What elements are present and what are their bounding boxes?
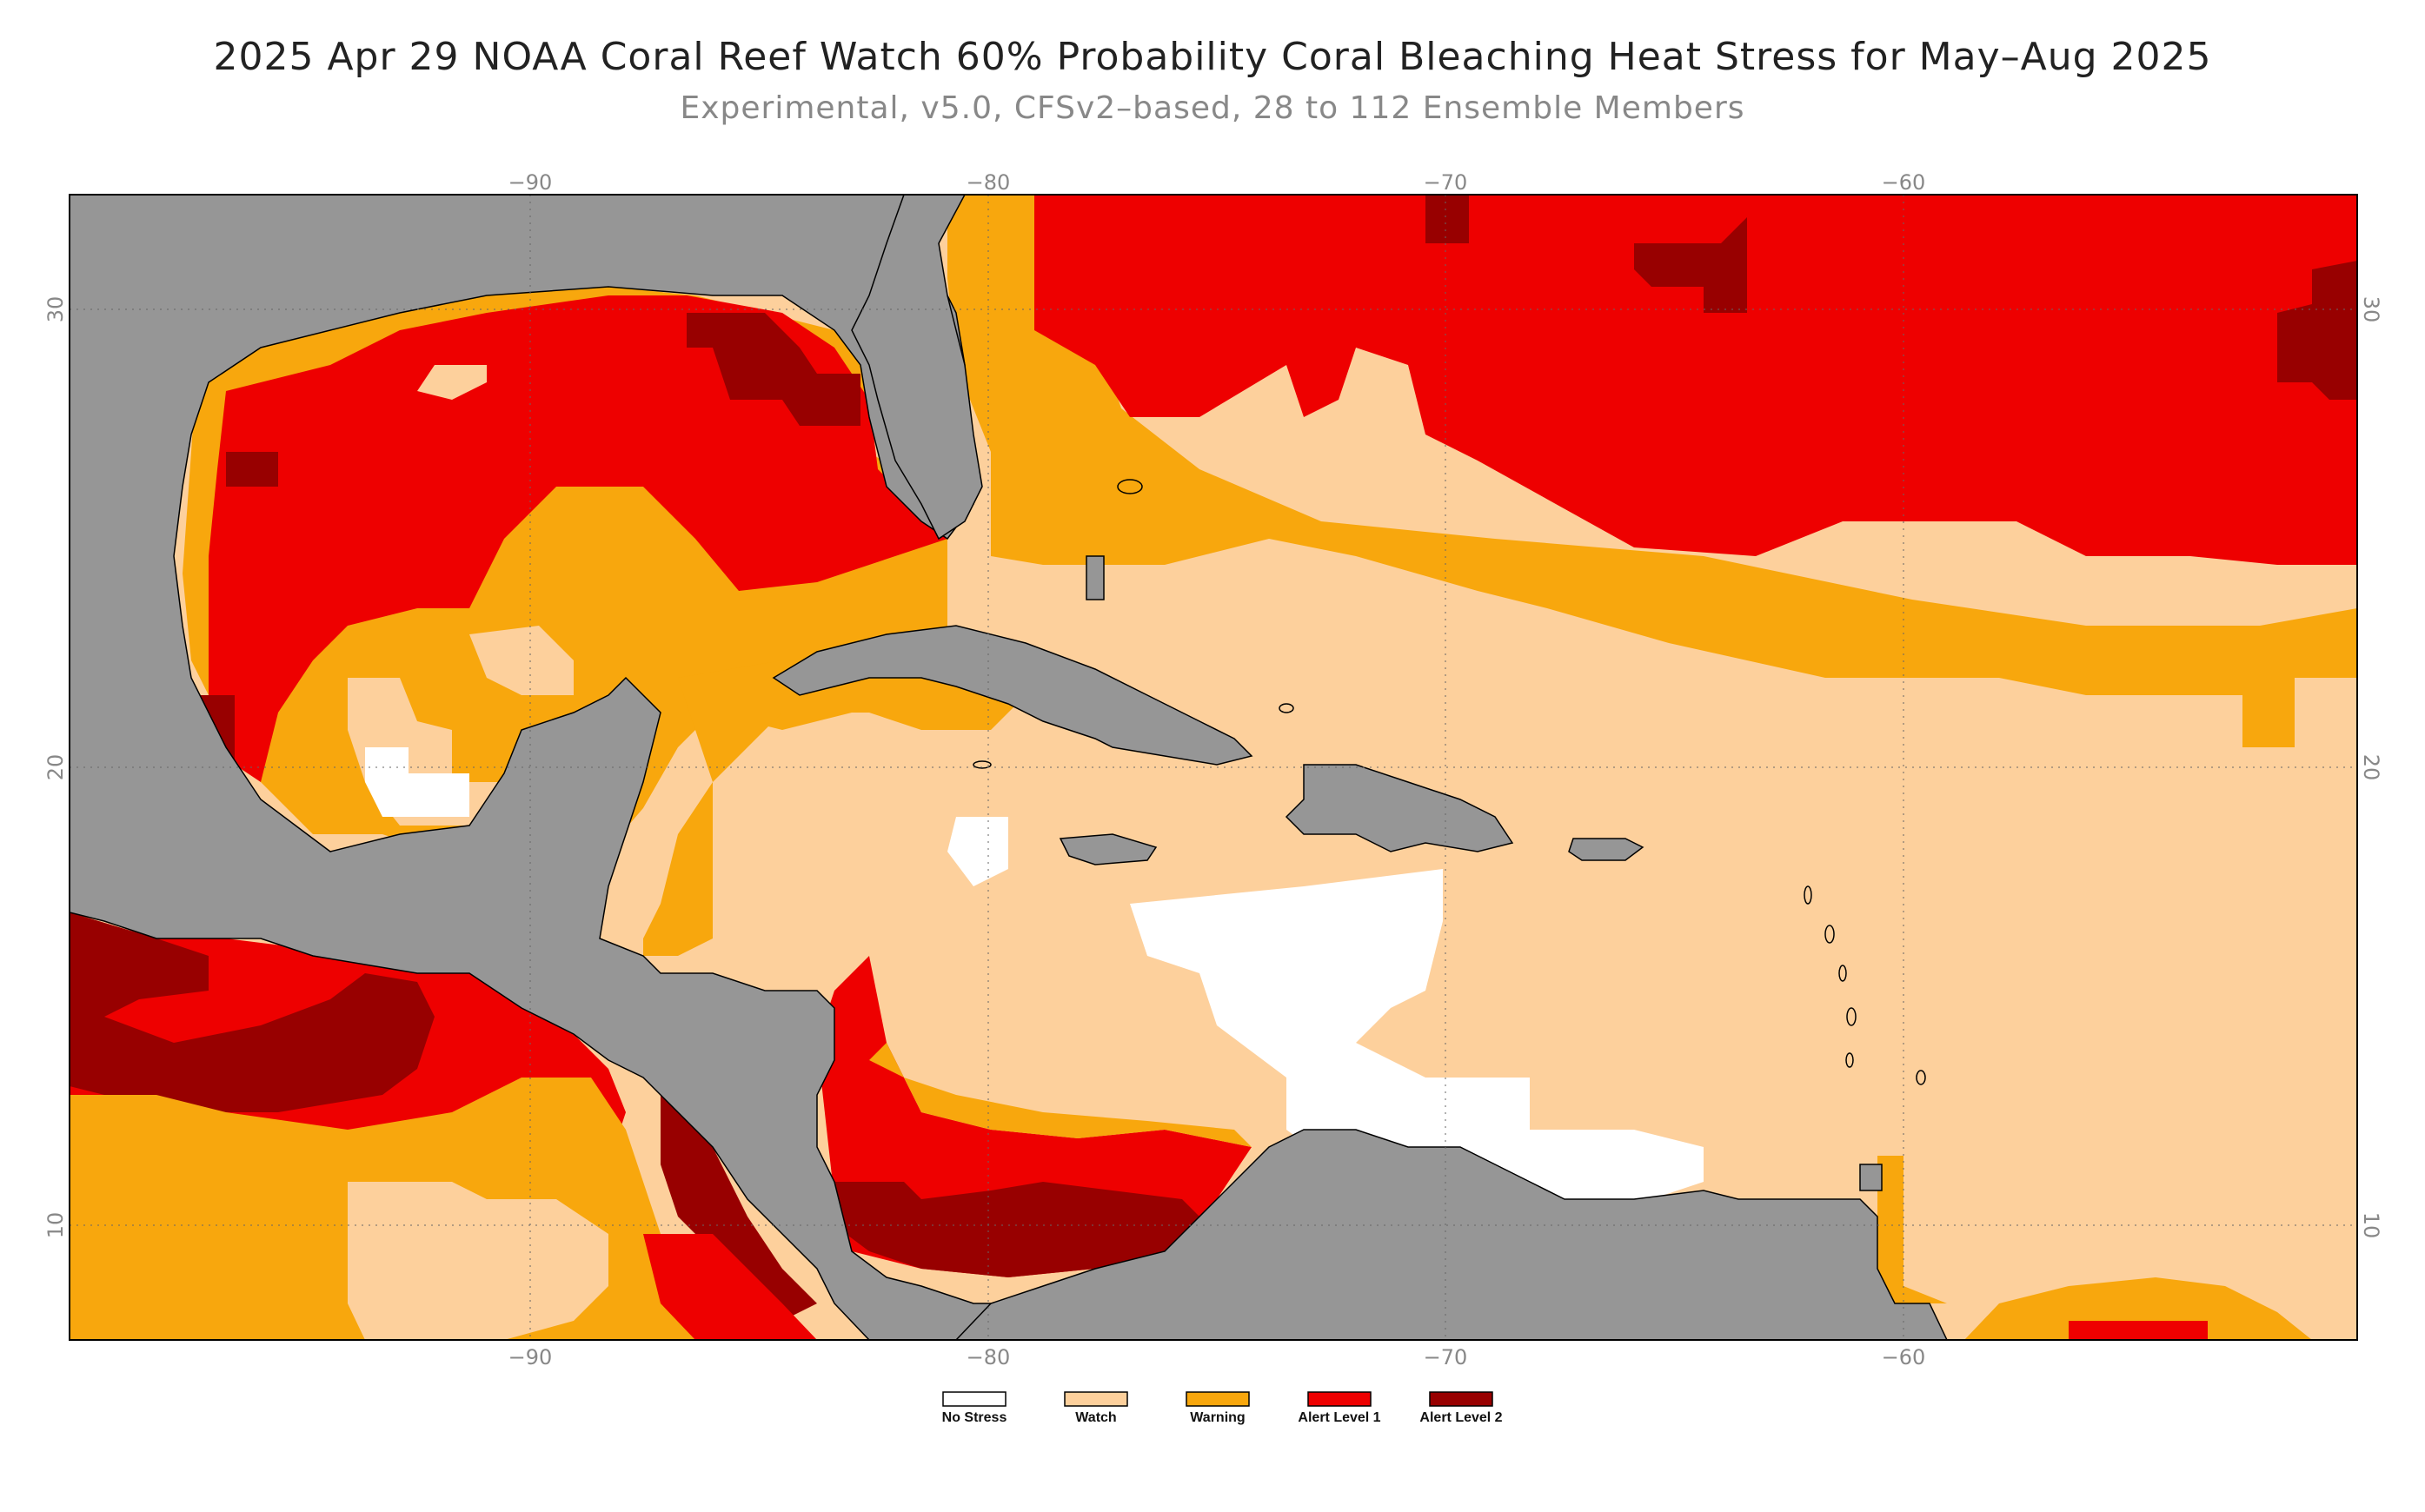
warning-zone-atlantic <box>947 195 2357 747</box>
alert2-zone-panama-pacific <box>661 1095 817 1321</box>
land-trinidad <box>1859 1164 1883 1191</box>
lat-tick-left-2: 10 <box>43 1212 68 1239</box>
legend: No Stress Watch Warning Alert Level 1 Al… <box>942 1391 1503 1425</box>
lon-tick-bottom-0: −90 <box>508 1345 553 1369</box>
legend-label-alert-level-1: Alert Level 1 <box>1298 1410 1380 1425</box>
land-jamaica <box>1059 833 1158 865</box>
land-lesser-antilles-3 <box>1838 965 1847 982</box>
map-subtitle: Experimental, v5.0, CFSv2–based, 28 to 1… <box>680 90 1745 126</box>
map-area <box>70 195 2357 1340</box>
lon-tick-bottom-3: −60 <box>1882 1345 1926 1369</box>
land-north-america <box>70 195 1097 1340</box>
land-south-america <box>954 1129 1948 1340</box>
warning-zone-east <box>1877 1156 1947 1303</box>
legend-swatch-watch <box>1064 1391 1128 1407</box>
alert2-zone-pacific <box>70 912 435 1112</box>
land-cuba <box>772 625 1253 766</box>
lat-tick-right-2: 10 <box>2359 1212 2383 1239</box>
alert1-zone-costa-rica <box>643 1234 817 1340</box>
map-frame <box>69 194 2358 1341</box>
small-islands <box>973 479 1926 1085</box>
land-lesser-antilles-1 <box>1804 885 1812 905</box>
legend-label-alert-level-2: Alert Level 2 <box>1419 1410 1502 1425</box>
land-barbados <box>1916 1070 1926 1085</box>
lon-tick-top-3: −60 <box>1882 170 1926 195</box>
warning-zone-south-caribbean <box>869 1043 1252 1147</box>
land-florida <box>851 195 983 540</box>
alert2-zone-gulf-2 <box>226 452 278 487</box>
watch-zone-pacific <box>348 1182 608 1340</box>
lon-tick-top-2: −70 <box>1424 170 1468 195</box>
land-lesser-antilles-4 <box>1846 1007 1857 1026</box>
alert1-zone-south-atlantic <box>2069 1321 2208 1340</box>
graticule <box>70 195 2357 1340</box>
land-cayman <box>973 760 992 769</box>
alert2-zone-atlantic-1 <box>1425 195 1469 243</box>
legend-label-warning: Warning <box>1190 1410 1245 1425</box>
warning-zone-south-atlantic <box>1964 1277 2312 1340</box>
land-lesser-antilles-5 <box>1845 1052 1854 1068</box>
land-bahamas-andros <box>1086 555 1105 600</box>
legend-swatch-no-stress <box>942 1391 1007 1407</box>
lat-tick-left-1: 20 <box>43 754 68 781</box>
land-bermuda-like <box>1117 479 1143 494</box>
alert1-zone-gulf <box>209 295 947 782</box>
legend-label-no-stress: No Stress <box>942 1410 1007 1425</box>
alert2-zone-atlantic-2 <box>1634 217 1747 313</box>
legend-swatch-alert-level-1 <box>1307 1391 1372 1407</box>
alert1-zone-atlantic <box>1034 195 2357 565</box>
warning-zone-caribbean-north <box>643 660 1026 956</box>
no-stress-zone-caribbean-nw <box>947 817 1008 886</box>
no-stress-zone-yucatan <box>365 747 469 817</box>
lon-tick-top-1: −80 <box>967 170 1011 195</box>
legend-swatch-alert-level-2 <box>1429 1391 1493 1407</box>
legend-swatch-warning <box>1186 1391 1250 1407</box>
lat-tick-right-0: 30 <box>2359 296 2383 323</box>
watch-zone-gulf-3 <box>469 626 574 695</box>
lon-tick-top-0: −90 <box>508 170 553 195</box>
land-masses <box>70 195 1948 1340</box>
watch-zone-gulf-1 <box>417 365 487 400</box>
alert2-zone-south-caribbean <box>834 1182 1199 1277</box>
lat-tick-left-0: 30 <box>43 296 68 323</box>
land-puerto-rico <box>1568 838 1644 861</box>
lon-tick-bottom-2: −70 <box>1424 1345 1468 1369</box>
no-stress-zone-caribbean <box>1130 869 1704 1199</box>
map-title: 2025 Apr 29 NOAA Coral Reef Watch 60% Pr… <box>213 35 2212 79</box>
lat-tick-right-1: 20 <box>2359 754 2383 781</box>
land-hispaniola <box>1285 764 1514 852</box>
legend-label-watch: Watch <box>1075 1410 1116 1425</box>
lon-tick-bottom-1: −80 <box>967 1345 1011 1369</box>
land-turks <box>1279 703 1294 713</box>
alert2-zone-gulf-1 <box>687 313 860 426</box>
land-lesser-antilles-2 <box>1824 925 1835 944</box>
alert2-zone-atlantic-3 <box>2277 261 2357 400</box>
